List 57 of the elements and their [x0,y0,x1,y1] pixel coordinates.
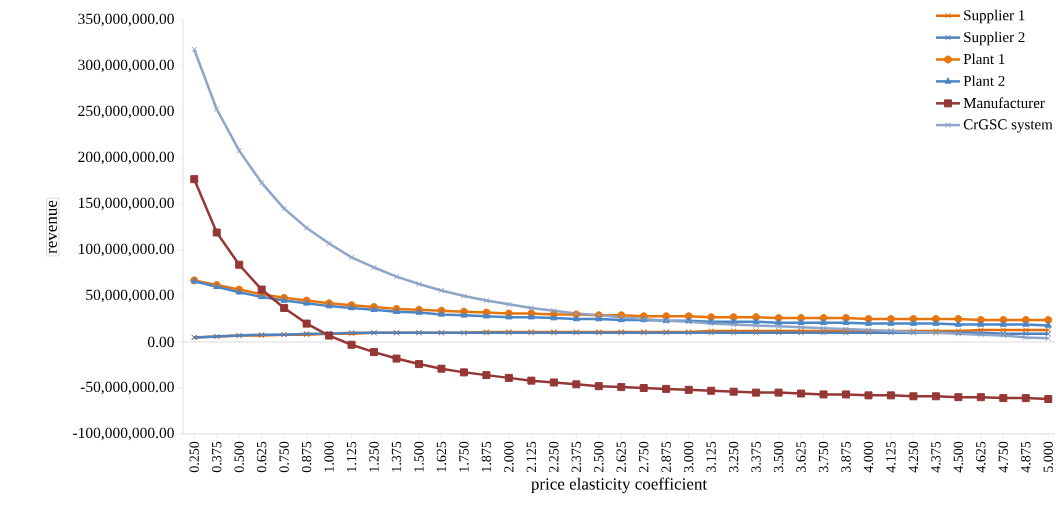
x-tick-label: 4.375 [931,441,941,473]
y-axis-title: revenue [48,200,57,254]
y-tick-label: 0.00 [147,336,174,348]
x-tick-label: 0.875 [301,441,312,473]
x-tick-label: 2.125 [526,441,537,473]
x-axis-title: price elasticity coefficient [531,477,708,494]
x-tick-label: 4.625 [976,441,986,473]
legend-label: Plant 1 [963,53,1005,65]
legend-label: CrGSC system [963,119,1053,133]
x-tick-label: 3.125 [706,441,716,473]
x-tick-label: 0.625 [256,441,267,473]
y-tick-label: 250,000,000.00 [78,105,174,119]
x-tick-label: 5.000 [1043,441,1054,472]
x-tick-label: 3.250 [728,441,739,473]
x-tick-label: 3.500 [773,441,784,473]
y-tick-label: 200,000,000.00 [78,151,174,165]
x-tick-label: 1.750 [459,441,469,472]
x-tick-label: 2.000 [504,441,514,473]
y-tick-label: -100,000,000.00 [73,427,174,441]
x-tick-label: 3.000 [683,441,694,473]
y-tick-label: 350,000,000.00 [78,13,174,27]
x-tick-label: 1.625 [436,441,447,472]
x-tick-label: 4.875 [1021,441,1031,473]
x-tick-label: 4.000 [863,441,874,473]
y-tick-label: 100,000,000.00 [78,243,174,257]
x-tick-label: 3.750 [818,441,829,473]
x-tick-label: 4.125 [886,441,896,473]
y-tick-label: 300,000,000.00 [78,59,174,73]
x-tick-label: 3.375 [751,441,761,473]
x-tick-label: 4.250 [908,441,919,473]
x-tick-label: 1.875 [481,441,492,472]
legend-label: Plant 2 [963,75,1005,86]
x-tick-label: 0.250 [189,441,199,473]
x-tick-label: 0.750 [279,441,289,473]
y-tick-label: 50,000,000.00 [86,289,174,303]
legend-label: Manufacturer [963,97,1045,109]
x-tick-label: 1.375 [391,441,402,472]
x-tick-label: 2.375 [571,441,582,473]
x-tick-label: 2.875 [661,441,671,473]
x-tick-label: 1.500 [414,441,424,472]
x-tick-label: 1.250 [369,441,379,472]
x-tick-label: 4.500 [953,441,964,473]
legend-label: Supplier 2 [964,31,1025,46]
x-tick-label: 1.000 [324,441,334,472]
x-tick-label: 2.750 [638,441,649,473]
x-tick-label: 2.625 [616,441,626,473]
x-tick-label: 4.750 [998,441,1009,473]
y-tick-label: -50,000,000.00 [80,381,174,395]
legend-label: Supplier 1 [964,9,1025,24]
x-tick-label: 3.875 [841,441,851,473]
y-tick-label: 150,000,000.00 [78,197,174,211]
x-tick-label: 0.375 [211,441,222,473]
x-tick-label: 0.500 [234,441,244,473]
x-tick-label: 3.625 [796,441,806,473]
x-tick-label: 2.250 [549,441,559,473]
x-tick-label: 2.500 [594,441,604,473]
x-tick-label: 1.125 [346,441,357,472]
